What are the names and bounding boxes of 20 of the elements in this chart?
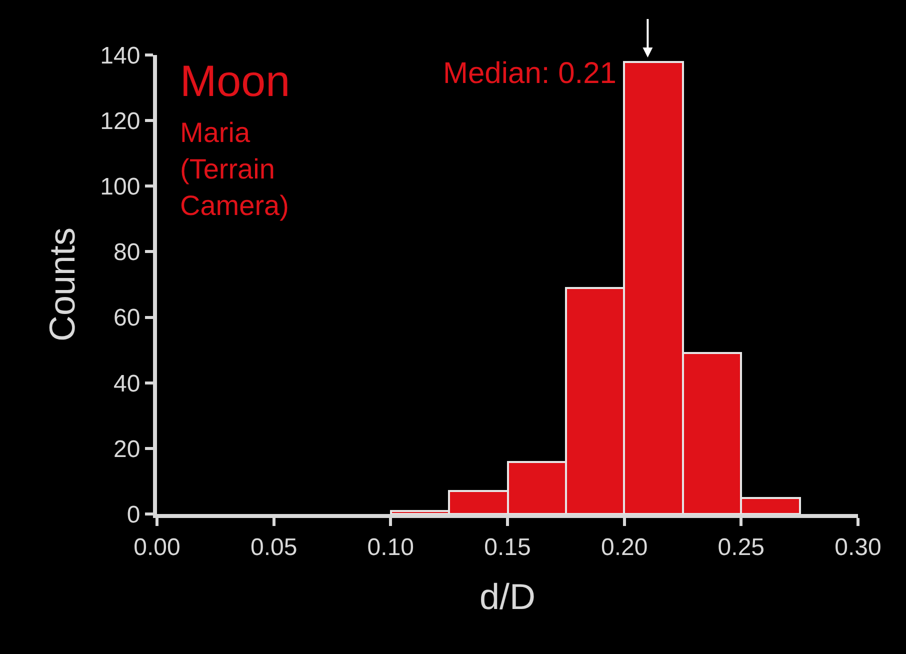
x-axis-title: d/D [479,576,536,617]
y-tick-label: 40 [113,370,140,398]
x-tick-label: 0.30 [834,534,882,561]
y-tick-label: 100 [100,174,140,201]
x-tick-label: 0.00 [134,534,180,561]
y-tick-label: 120 [100,108,140,135]
x-tick-label: 0.20 [600,534,648,561]
y-tick-label: 140 [100,42,140,70]
y-axis-title: Counts [42,227,83,342]
chart-title: Moon [180,57,290,106]
y-tick-label: 0 [126,501,140,528]
x-tick-label: 0.25 [718,534,765,561]
y-tick-label: 60 [113,304,140,332]
x-tick-label: 0.15 [484,534,531,561]
x-tick-label: 0.10 [367,534,414,561]
y-tick-label: 20 [113,436,140,463]
x-tick-label: 0.05 [250,534,298,561]
y-tick-label: 80 [113,239,140,266]
text: Maria (Terrain Camera) [180,117,289,221]
annotation: Median: 0.21 [443,57,616,90]
